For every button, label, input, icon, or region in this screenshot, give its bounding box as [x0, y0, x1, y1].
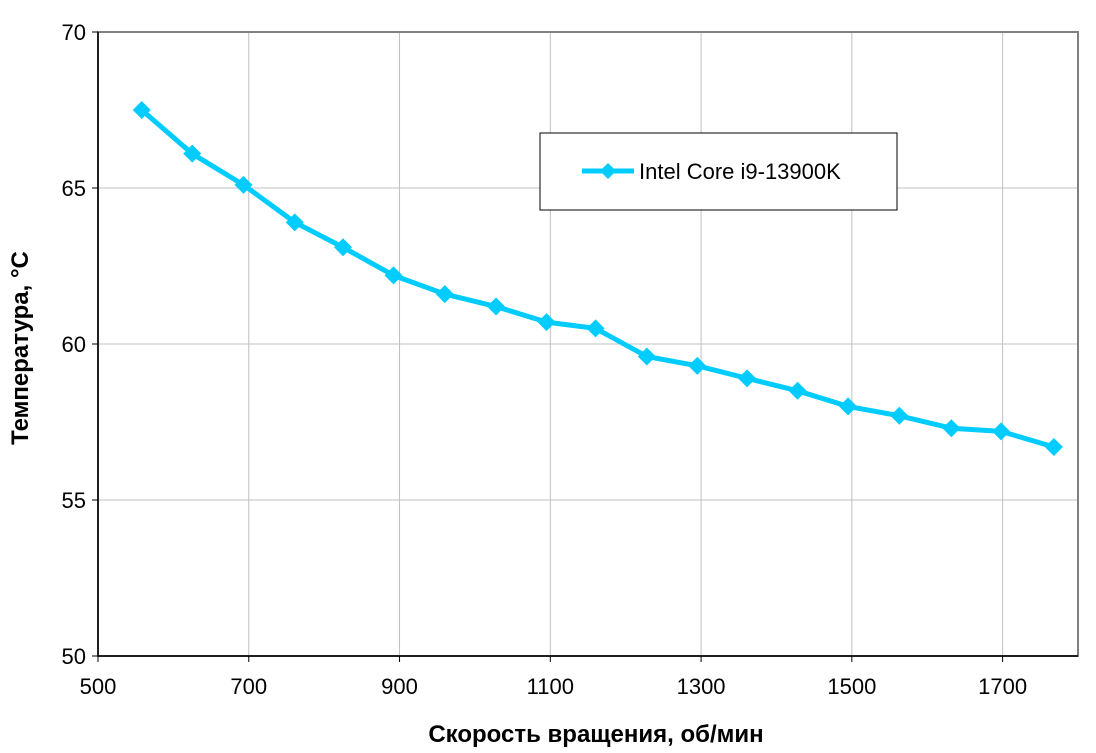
x-axis: 500 700 900 1100 1300 1500 1700	[80, 655, 1078, 699]
x-tick-label: 700	[230, 674, 267, 699]
data-point	[234, 175, 253, 194]
y-axis: 50 55 60 65 70	[62, 20, 99, 669]
data-point	[688, 356, 707, 375]
y-tick-label: 60	[62, 332, 86, 357]
data-point	[435, 285, 454, 304]
data-point	[183, 144, 202, 163]
data-point	[537, 313, 556, 332]
x-tick-label: 1500	[827, 674, 876, 699]
data-point	[738, 369, 757, 388]
data-point	[992, 422, 1011, 441]
y-tick-label: 50	[62, 644, 86, 669]
data-point	[788, 381, 807, 400]
data-point	[1044, 437, 1063, 456]
x-axis-title: Скорость вращения, об/мин	[428, 721, 763, 748]
grid	[98, 32, 1078, 656]
legend-label: Intel Core i9-13900K	[639, 159, 841, 184]
y-axis-title: Температура, °С	[7, 251, 34, 445]
x-tick-label: 500	[80, 674, 117, 699]
data-point	[487, 297, 506, 316]
x-tick-label: 1700	[978, 674, 1027, 699]
x-tick-label: 1100	[527, 674, 574, 699]
data-point	[285, 213, 304, 232]
series-layer	[132, 101, 1063, 456]
y-tick-label: 55	[62, 488, 86, 513]
data-point	[334, 238, 352, 257]
data-point	[839, 397, 858, 416]
y-tick-label: 70	[62, 20, 86, 45]
x-tick-label: 1300	[677, 674, 726, 699]
data-point	[890, 406, 909, 425]
data-point	[384, 266, 403, 285]
data-point	[637, 347, 656, 366]
x-tick-label: 900	[381, 674, 418, 699]
y-tick-label: 65	[62, 176, 86, 201]
legend: Intel Core i9-13900K	[539, 132, 898, 211]
data-point	[586, 319, 605, 338]
legend-marker	[600, 163, 616, 179]
data-point	[132, 101, 151, 119]
data-point	[942, 419, 961, 438]
